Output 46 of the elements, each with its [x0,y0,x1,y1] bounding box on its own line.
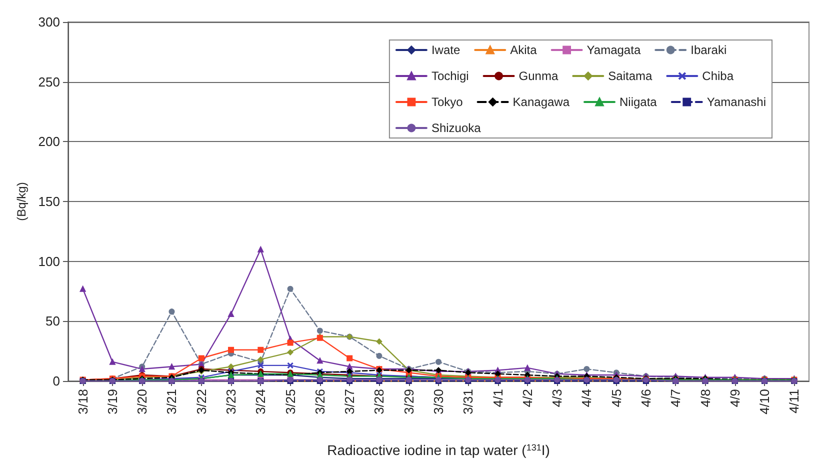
x-tick-label: 3/23 [224,389,239,414]
x-tick-label: 4/3 [550,389,565,408]
x-tick-label: 4/4 [579,389,594,408]
y-tick-label: 150 [38,194,60,209]
legend-label: Saitama [608,69,652,83]
x-tick-label: 4/10 [757,389,772,414]
legend-label: Kanagawa [512,95,570,109]
legend-label: Shizuoka [431,121,482,135]
legend-label: Yamanashi [706,95,766,109]
legend-label: Tochigi [431,69,469,83]
x-tick-label: 4/5 [608,389,624,408]
x-tick-label: 3/31 [460,389,476,414]
legend-label: Gunma [518,69,558,83]
legend-label: Niigata [620,95,658,109]
legend-label: Iwate [431,43,460,57]
x-tick-label: 4/9 [727,389,742,408]
y-tick-label: 50 [46,314,60,329]
x-tick-label: 4/7 [668,389,684,408]
legend-label: Tokyo [431,95,464,109]
x-tick-label: 3/24 [253,389,268,414]
x-tick-label: 4/6 [638,389,654,408]
x-tick-label: 3/19 [104,389,120,414]
y-tick-label: 250 [38,74,60,90]
x-tick-label: 3/20 [134,389,150,414]
x-tick-label: 3/25 [282,389,298,414]
x-tick-label: 3/26 [312,389,328,414]
y-tick-label: 200 [38,134,60,150]
y-tick-label: 100 [38,254,60,269]
x-tick-label: 4/1 [490,389,506,408]
y-tick-label: 300 [38,14,60,30]
y-axis-title: (Bq/kg) [14,182,28,221]
x-tick-label: 3/30 [431,389,446,414]
legend-label: Ibaraki [690,43,727,57]
legend-label: Yamagata [586,43,641,57]
x-tick-label: 3/21 [164,389,180,414]
x-tick-label: 4/2 [520,389,535,408]
x-tick-label: 3/28 [372,389,387,414]
x-tick-label: 3/29 [401,389,416,414]
x-tick-label: 3/22 [194,389,209,414]
y-tick-label: 0 [52,374,60,388]
x-tick-label: 4/11 [786,389,802,414]
x-tick-label: 3/18 [75,389,90,414]
x-tick-label: 3/27 [342,389,358,414]
legend-label: Chiba [702,69,734,83]
x-tick-label: 4/8 [698,389,713,408]
legend-label: Akita [510,43,538,57]
